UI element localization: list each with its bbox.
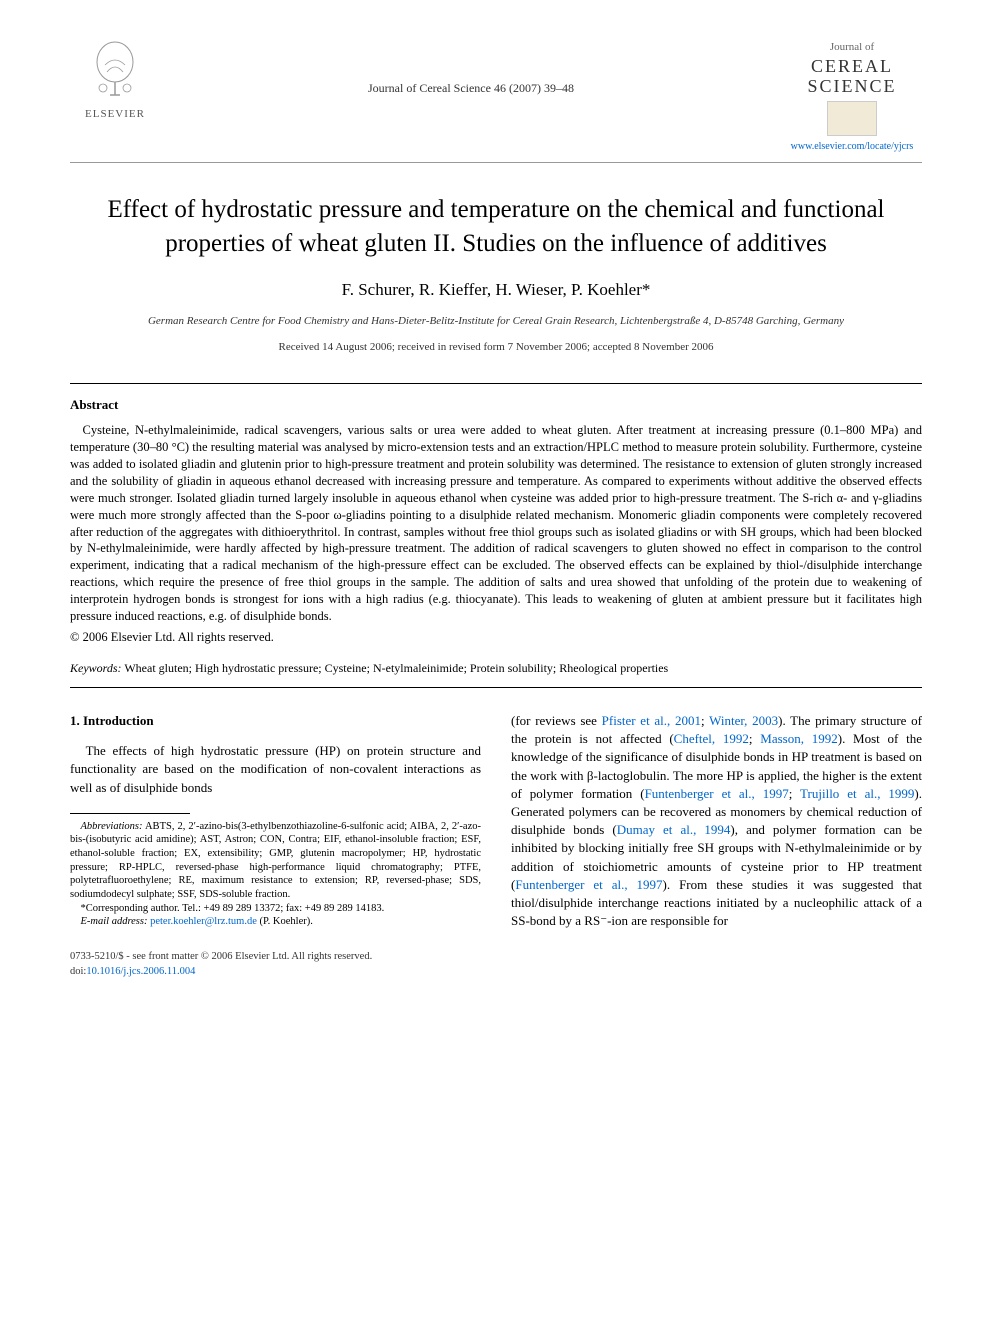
abstract-heading: Abstract (70, 396, 922, 414)
journal-logo-title: CEREAL SCIENCE (782, 57, 922, 97)
right-column: (for reviews see Pfister et al., 2001; W… (511, 712, 922, 930)
email-suffix: (P. Koehler). (257, 916, 313, 927)
article-title: Effect of hydrostatic pressure and tempe… (70, 193, 922, 261)
journal-logo: Journal of CEREAL SCIENCE www.elsevier.c… (782, 40, 922, 154)
journal-url[interactable]: www.elsevier.com/locate/yjcrs (782, 140, 922, 154)
article-dates: Received 14 August 2006; received in rev… (70, 340, 922, 355)
elsevier-tree-icon (85, 40, 145, 100)
citation-link[interactable]: Pfister et al., 2001 (602, 713, 701, 728)
citation-link[interactable]: Winter, 2003 (709, 713, 778, 728)
footnote-rule (70, 813, 190, 814)
text-run: ; (789, 786, 800, 801)
doi-link[interactable]: 10.1016/j.jcs.2006.11.004 (86, 966, 195, 977)
citation-link[interactable]: Masson, 1992 (760, 731, 837, 746)
abbreviations-footnote: Abbreviations: ABTS, 2, 2′-azino-bis(3-e… (70, 820, 481, 902)
footer-issn: 0733-5210/$ - see front matter © 2006 El… (70, 950, 922, 965)
citation-link[interactable]: Cheftel, 1992 (674, 731, 749, 746)
intro-heading: 1. Introduction (70, 712, 481, 730)
citation-link[interactable]: Funtenberger et al., 1997 (515, 877, 662, 892)
journal-cover-icon (827, 101, 877, 136)
email-footnote: E-mail address: peter.koehler@lrz.tum.de… (70, 915, 481, 929)
abstract-text: Cysteine, N-ethylmaleinimide, radical sc… (70, 422, 922, 625)
footer-doi: doi:10.1016/j.jcs.2006.11.004 (70, 965, 922, 980)
corresponding-author-footnote: *Corresponding author. Tel.: +49 89 289 … (70, 902, 481, 916)
intro-paragraph-1: The effects of high hydrostatic pressure… (70, 742, 481, 797)
email-link[interactable]: peter.koehler@lrz.tum.de (147, 916, 256, 927)
keywords-text: Wheat gluten; High hydrostatic pressure;… (122, 661, 669, 675)
abbrev-label: Abbreviations: (81, 821, 143, 832)
email-label: E-mail address: (81, 916, 148, 927)
header-row: ELSEVIER Journal of Cereal Science 46 (2… (70, 40, 922, 154)
keywords: Keywords: Wheat gluten; High hydrostatic… (70, 660, 922, 677)
journal-logo-pretitle: Journal of (782, 40, 922, 55)
left-column: 1. Introduction The effects of high hydr… (70, 712, 481, 930)
elsevier-logo: ELSEVIER (70, 40, 160, 123)
citation-link[interactable]: Funtenberger et al., 1997 (645, 786, 789, 801)
copyright: © 2006 Elsevier Ltd. All rights reserved… (70, 629, 922, 647)
footer: 0733-5210/$ - see front matter © 2006 El… (70, 950, 922, 979)
abstract-bottom-rule (70, 687, 922, 688)
text-run: (for reviews see (511, 713, 602, 728)
text-run: ; (701, 713, 709, 728)
abstract-top-rule (70, 383, 922, 384)
elsevier-label: ELSEVIER (70, 107, 160, 122)
journal-reference: Journal of Cereal Science 46 (2007) 39–4… (160, 40, 782, 97)
doi-label: doi: (70, 966, 86, 977)
body-columns: 1. Introduction The effects of high hydr… (70, 712, 922, 930)
abbrev-text: ABTS, 2, 2′-azino-bis(3-ethylbenzothiazo… (70, 821, 481, 900)
authors: F. Schurer, R. Kieffer, H. Wieser, P. Ko… (70, 278, 922, 302)
keywords-label: Keywords: (70, 661, 122, 675)
affiliation: German Research Centre for Food Chemistr… (70, 314, 922, 329)
header-rule (70, 162, 922, 163)
citation-link[interactable]: Dumay et al., 1994 (617, 822, 731, 837)
citation-link[interactable]: Trujillo et al., 1999 (800, 786, 914, 801)
text-run: ; (749, 731, 760, 746)
intro-paragraph-2: (for reviews see Pfister et al., 2001; W… (511, 712, 922, 930)
